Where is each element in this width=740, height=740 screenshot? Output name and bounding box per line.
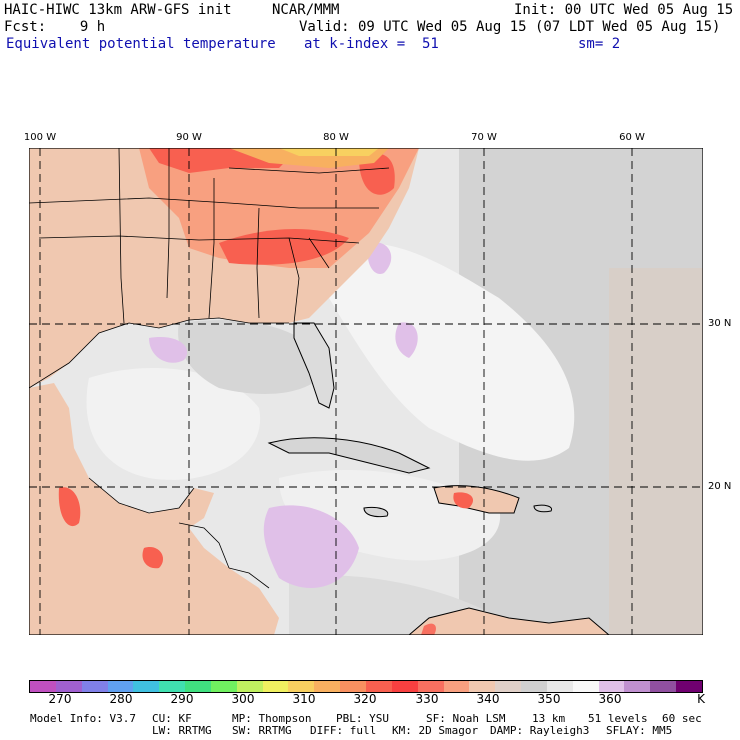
legend-swatch (133, 681, 160, 692)
organization: NCAR/MMM (272, 2, 340, 18)
legend-swatch (185, 681, 211, 692)
florida (293, 322, 335, 409)
level-index: at k-index = 51 (304, 36, 439, 52)
legend-swatch (340, 681, 366, 692)
legend-swatch (572, 681, 599, 692)
hispaniola (433, 485, 520, 514)
footer-timestep: 60 sec (662, 712, 702, 725)
gulf-white-region (86, 368, 261, 480)
lat-label-30n: 30 N (708, 318, 732, 329)
valid-time: Valid: 09 UTC Wed 05 Aug 15 (07 LDT Wed … (299, 19, 721, 35)
legend-swatch (314, 681, 341, 692)
legend-swatch (546, 681, 573, 692)
legend-tick: 350 (537, 692, 561, 706)
model-title: HAIC-HIWC 13km ARW-GFS init (4, 2, 232, 18)
footer-sw: SW: RRTMG (232, 724, 292, 737)
footer-resolution: 13 km (532, 712, 566, 725)
legend-tick: 310 (292, 692, 316, 706)
legend-swatch (236, 681, 263, 692)
jamaica (363, 507, 389, 518)
hot-region-east (359, 153, 395, 195)
legend-swatch (288, 681, 315, 692)
footer-sf: SF: Noah LSM (426, 712, 506, 725)
purple-patch (263, 505, 359, 588)
legend-swatch (391, 681, 418, 692)
legend-swatch (624, 681, 651, 692)
hispaniola-hot-spot (453, 492, 474, 509)
legend-swatch (30, 681, 56, 692)
legend-swatch (417, 681, 444, 692)
legend-swatch (159, 681, 186, 692)
legend-swatch (81, 681, 108, 692)
legend-tick: 340 (476, 692, 500, 706)
purple-patch (149, 337, 188, 363)
legend-swatch (262, 681, 289, 692)
footer-model-info: Model Info: V3.7 (30, 712, 136, 725)
theta-e-map (29, 148, 703, 635)
legend-tick: 320 (353, 692, 377, 706)
graticule (29, 148, 703, 635)
footer-km: KM: 2D Smagor (392, 724, 479, 737)
legend-swatch (55, 681, 82, 692)
field-name: Equivalent potential temperature (6, 36, 276, 52)
legend-tick: 290 (170, 692, 194, 706)
legend-swatch (598, 681, 625, 692)
lat-label-20n: 20 N (708, 481, 732, 492)
legend-swatch (676, 681, 702, 692)
footer-pbl: PBL: YSU (336, 712, 389, 725)
legend-tick: 360 (598, 692, 622, 706)
legend-swatch (469, 681, 496, 692)
yellow-region (279, 148, 379, 156)
mexico-hot-spot (58, 487, 81, 527)
ocean-white-region (329, 242, 575, 461)
gulf-gray-region (178, 320, 329, 394)
lon-label-70w: 70 W (471, 132, 497, 143)
legend-swatch (443, 681, 470, 692)
south-america-coast (408, 607, 610, 635)
mexico-hot-spot (142, 547, 164, 569)
forecast-hour: Fcst: 9 h (4, 19, 106, 35)
legend-tick: 330 (415, 692, 439, 706)
footer-mp: MP: Thompson (232, 712, 312, 725)
lon-label-60w: 60 W (619, 132, 645, 143)
mexico-land (29, 383, 279, 635)
init-time: Init: 00 UTC Wed 05 Aug 15 (514, 2, 734, 18)
legend-swatch (365, 681, 392, 692)
footer-cu: CU: KF (152, 712, 192, 725)
cuba (267, 437, 431, 474)
legend-tick: 300 (231, 692, 255, 706)
legend-swatch (650, 681, 677, 692)
footer-diff: DIFF: full (310, 724, 377, 737)
political-boundaries (29, 148, 390, 589)
footer-sflay: SFLAY: MM5 (606, 724, 673, 737)
legend-swatch (521, 681, 547, 692)
hot-region-south (219, 228, 349, 265)
east-tan-region (609, 268, 703, 635)
legend-swatch (210, 681, 237, 692)
lon-label-100w: 100 W (23, 132, 57, 143)
puerto-rico (533, 504, 553, 513)
legend-unit: K (697, 692, 705, 706)
smoothing: sm= 2 (578, 36, 621, 52)
legend-tick: 270 (48, 692, 72, 706)
lon-label-90w: 90 W (176, 132, 202, 143)
legend-swatch (107, 681, 134, 692)
venezuela-hot-spot (421, 623, 436, 635)
legend-tick: 280 (109, 692, 133, 706)
footer-levels: 51 levels (588, 712, 648, 725)
color-legend (29, 680, 703, 693)
footer-damp: DAMP: Rayleigh3 (490, 724, 590, 737)
legend-swatch (495, 681, 522, 692)
footer-lw: LW: RRTMG (152, 724, 212, 737)
lon-label-80w: 80 W (323, 132, 349, 143)
purple-patch (395, 322, 418, 358)
